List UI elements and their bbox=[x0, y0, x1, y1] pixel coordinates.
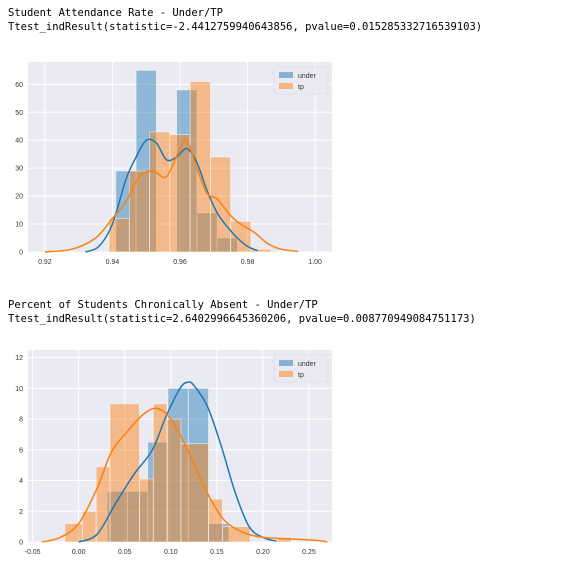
histogram-bar-tp bbox=[166, 418, 182, 543]
y-tick-label: 40 bbox=[15, 138, 23, 145]
y-tick-label: 20 bbox=[15, 194, 23, 201]
y-tick-label: 30 bbox=[15, 166, 23, 173]
y-tick-label: 8 bbox=[19, 417, 23, 424]
x-tick-label: 0.25 bbox=[302, 549, 316, 556]
y-tick-label: 12 bbox=[15, 355, 23, 362]
histogram-bar-tp bbox=[230, 220, 252, 253]
histogram-bar-tp bbox=[250, 248, 272, 253]
histogram-bar-tp bbox=[128, 170, 150, 253]
x-tick-label: 0.96 bbox=[173, 259, 187, 266]
x-tick-label: 0.20 bbox=[256, 549, 270, 556]
legend-swatch-tp bbox=[279, 371, 293, 377]
kde-curve-tp bbox=[41, 407, 328, 543]
x-tick-label: 0.00 bbox=[72, 549, 86, 556]
legend-label-tp: tp bbox=[298, 84, 304, 91]
histogram-bar-tp bbox=[169, 134, 191, 253]
x-tick-label: 0.94 bbox=[106, 259, 120, 266]
y-tick-label: 6 bbox=[19, 447, 23, 454]
y-tick-label: 4 bbox=[19, 478, 23, 485]
legend-label-under: under bbox=[298, 361, 317, 368]
histogram-bar-tp bbox=[139, 478, 154, 543]
histogram-bar-tp bbox=[180, 443, 209, 543]
legend: under tp bbox=[273, 354, 329, 383]
histogram-bar-tp bbox=[208, 498, 223, 543]
x-tick-label: 0.05 bbox=[118, 549, 132, 556]
chart-1-title-line: Student Attendance Rate - Under/TP bbox=[8, 7, 223, 19]
chronic-absence-histogram: -0.05 0.00 0.05 0.10 0.15 0.20 0.25 0 2 4 6 8 10 12 un… bbox=[15, 350, 332, 556]
legend: under tp bbox=[273, 66, 329, 95]
attendance-rate-histogram: 0.92 0.94 0.96 0.98 1.00 0 10 20 30 40 50 60 under tp bbox=[15, 62, 332, 266]
kde-curve-tp bbox=[44, 138, 299, 253]
legend-swatch-under bbox=[279, 72, 293, 78]
x-tick-label: -0.05 bbox=[25, 549, 41, 556]
y-tick-label: 60 bbox=[15, 82, 23, 89]
x-tick-label: 1.00 bbox=[308, 259, 322, 266]
legend-swatch-tp bbox=[279, 83, 293, 89]
legend-label-under: under bbox=[298, 73, 317, 80]
x-tick-label: 0.10 bbox=[164, 549, 178, 556]
y-tick-label: 0 bbox=[19, 540, 23, 547]
histogram-bar-tp bbox=[189, 81, 211, 253]
histogram-bar-tp bbox=[209, 156, 232, 253]
x-tick-label: 0.92 bbox=[38, 259, 52, 266]
kde-curve-under bbox=[78, 381, 277, 543]
chart-2-title-line: Percent of Students Chronically Absent -… bbox=[8, 299, 318, 311]
legend-swatch-under bbox=[279, 360, 293, 366]
x-tick-label: 0.15 bbox=[210, 549, 224, 556]
legend-label-tp: tp bbox=[298, 372, 304, 379]
chart-2-ttest-result: Ttest_indResult(statistic=2.640299664536… bbox=[8, 313, 476, 325]
y-tick-label: 10 bbox=[15, 386, 23, 393]
x-tick-label: 0.98 bbox=[241, 259, 255, 266]
y-tick-label: 0 bbox=[19, 250, 23, 257]
histogram-bar-tp bbox=[152, 403, 168, 543]
y-tick-label: 2 bbox=[19, 509, 23, 516]
y-tick-label: 50 bbox=[15, 110, 23, 117]
chart-1-ttest-result: Ttest_indResult(statistic=-2.44127599406… bbox=[8, 21, 483, 33]
y-tick-label: 10 bbox=[15, 222, 23, 229]
histogram-bar-tp bbox=[95, 466, 111, 543]
